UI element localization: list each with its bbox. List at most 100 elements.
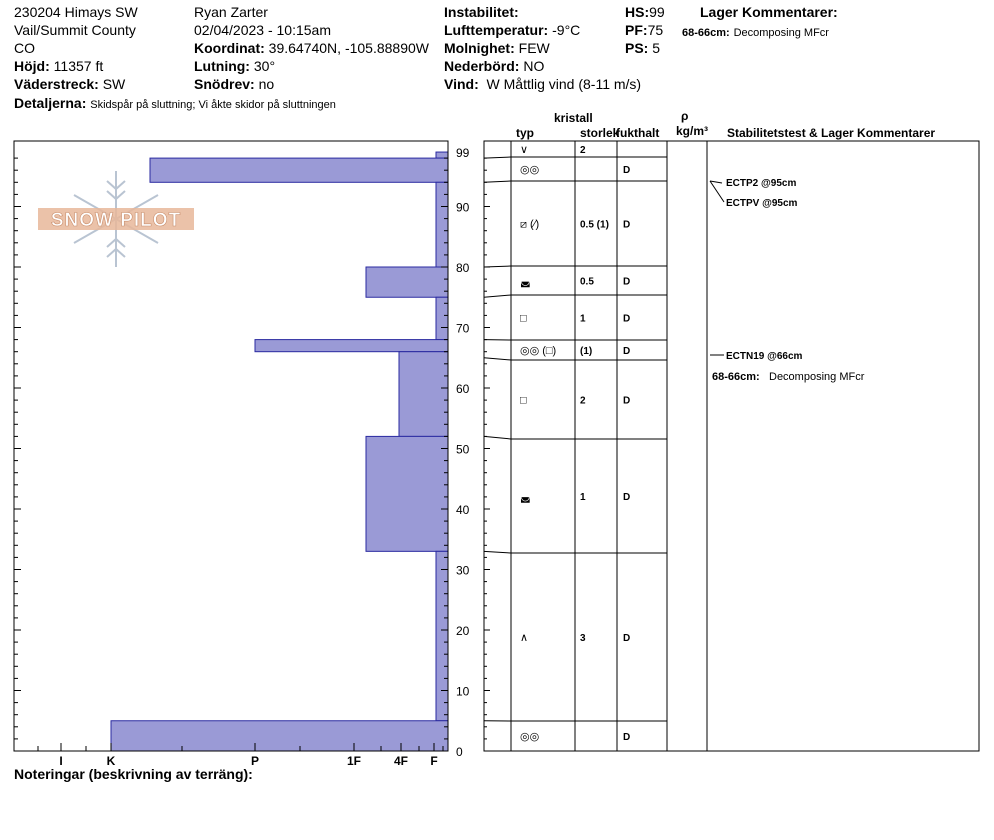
grain-size: 1 [580, 492, 586, 503]
drift: Snödrev: no [194, 76, 274, 92]
grain-type-icon: ∨ [520, 144, 528, 156]
snowpilot-logo: SNOW PILOT [38, 171, 194, 267]
hardness-bar [110, 720, 449, 752]
col-density-unit: kg/m³ [676, 124, 709, 138]
hardness-bar [398, 351, 449, 437]
depth-tick-label: 70 [456, 322, 470, 336]
stability-test-label: ECTP2 @95cm [726, 178, 796, 189]
grain-size: (1) [580, 346, 592, 357]
hardness-tick-label: 4F [394, 754, 408, 768]
hardness-bar [254, 339, 449, 353]
airtemp-label: Lufttemperatur: [444, 22, 549, 38]
drift-value: no [258, 76, 275, 92]
col-fukthalt: fukthalt [616, 126, 660, 140]
elevation-label: Höjd: [14, 58, 50, 74]
coord-label: Koordinat: [194, 40, 265, 56]
slope: Lutning: 30° [194, 58, 275, 74]
moisture: D [623, 346, 630, 357]
moisture: D [623, 633, 630, 644]
test-pointer [709, 180, 723, 184]
hardness-bar [365, 435, 449, 552]
details-value: Skidspår på sluttning; Vi åkte skidor på… [90, 99, 336, 111]
aspect-value: SW [102, 76, 126, 92]
col-storlek: storlek [580, 126, 620, 140]
layer-comment-text: Decomposing MFcr [733, 27, 829, 39]
depth-axis: 0 10 20 30 40 50 60 70 80 90 99 [14, 146, 490, 759]
moisture: D [623, 277, 630, 288]
layer-table: ∨ 2 ◎◎ D ⧄ (⁄) 0.5 (1) D ◛ 0.5 D □ 1 D ◎◎ (□) (1) D □ 2 D ◛… [483, 140, 980, 752]
hardness-bar [435, 550, 449, 722]
hardness-tick-label: I [59, 754, 62, 768]
hardness-bar [149, 157, 449, 183]
table-frame [483, 140, 980, 752]
depth-tick-label: 30 [456, 564, 470, 578]
notes-label: Noteringar (beskrivning av terräng): [14, 766, 253, 782]
col-kristall: kristall [554, 111, 593, 125]
ps-value: 5 [652, 40, 661, 56]
state: CO [14, 40, 35, 56]
wind: Vind: W Måttlig vind (8-11 m/s) [444, 76, 641, 92]
coord-value: 39.64740N, -105.88890W [268, 40, 429, 56]
moisture: D [623, 396, 630, 407]
wind-label: Vind: [444, 76, 479, 92]
layer-connector [483, 180, 512, 183]
hardness-tick-label: 1F [347, 754, 361, 768]
observer: Ryan Zarter [194, 4, 268, 20]
stability-test-label: ECTN19 @66cm [726, 351, 803, 362]
sky-cover: Molnighet: FEW [444, 40, 550, 56]
grain-size: 2 [580, 145, 586, 156]
moisture: D [623, 165, 630, 176]
moisture: D [623, 732, 630, 743]
instability-label: Instabilitet: [444, 4, 519, 20]
layer-connector [483, 156, 512, 159]
wind-value: W Måttlig vind (8-11 m/s) [486, 76, 642, 92]
stability-comment-text: Decomposing MFcr [769, 371, 865, 383]
depth-tick-label: 20 [456, 624, 470, 638]
hardness-bar [435, 151, 449, 159]
precipitation: Nederbörd: NO [444, 58, 544, 74]
grain-type-icon: ◛ [520, 276, 531, 288]
sky-label: Molnighet: [444, 40, 515, 56]
grain-size: 0.5 (1) [580, 220, 609, 231]
elevation-value: 11357 ft [53, 58, 104, 74]
layer-connector [483, 357, 512, 361]
layer-comment-range: 68-66cm: [682, 27, 730, 39]
hardness-tick-label: P [251, 754, 259, 768]
depth-tick-label: 90 [456, 201, 470, 215]
depth-tick-label: 40 [456, 503, 470, 517]
total-depth: HS:99 [625, 4, 665, 20]
datetime: 02/04/2023 - 10:15am [194, 22, 331, 38]
grain-size: 3 [580, 633, 586, 644]
layer-comment: 68-66cm: Decomposing MFcr [682, 23, 829, 40]
grain-type-icon: ⧄ (⁄) [520, 219, 539, 231]
test-pointer [709, 180, 725, 203]
depth-tick-label: 99 [456, 146, 470, 160]
depth-tick-label: 10 [456, 685, 470, 699]
col-typ: typ [516, 126, 534, 140]
stability-column: ECTP2 @95cm ECTPV @95cm ECTN19 @66cm 68-66c… [709, 178, 865, 383]
col-stability: Stabilitetstest & Lager Kommentarer [727, 126, 936, 140]
grain-type-icon: □ [520, 313, 527, 325]
layer-connector [483, 265, 512, 268]
aspect-label: Väderstreck: [14, 76, 99, 92]
site-name: 230204 Himays SW [14, 4, 138, 20]
foot-penetration: PF:75 [625, 22, 663, 38]
stability-test-label: ECTPV @95cm [726, 198, 798, 209]
aspect: Väderstreck: SW [14, 76, 125, 92]
logo-text: SNOW PILOT [51, 210, 181, 231]
hardness-bars [110, 151, 449, 752]
grain-size: 0.5 [580, 277, 594, 288]
airtemp-value: -9°C [552, 22, 581, 38]
slope-value: 30° [253, 58, 276, 74]
depth-tick-label: 60 [456, 382, 470, 396]
slope-label: Lutning: [194, 58, 250, 74]
air-temperature: Lufttemperatur: -9°C [444, 22, 580, 38]
precip-value: NO [523, 58, 545, 74]
layer-connector [483, 550, 512, 554]
grain-size: 1 [580, 314, 586, 325]
details-label: Detaljerna: [14, 95, 87, 111]
ps-label: PS: [625, 40, 649, 56]
coordinates: Koordinat: 39.64740N, -105.88890W [194, 40, 429, 56]
hardness-axis: I K P 1F 4F F [37, 743, 444, 768]
